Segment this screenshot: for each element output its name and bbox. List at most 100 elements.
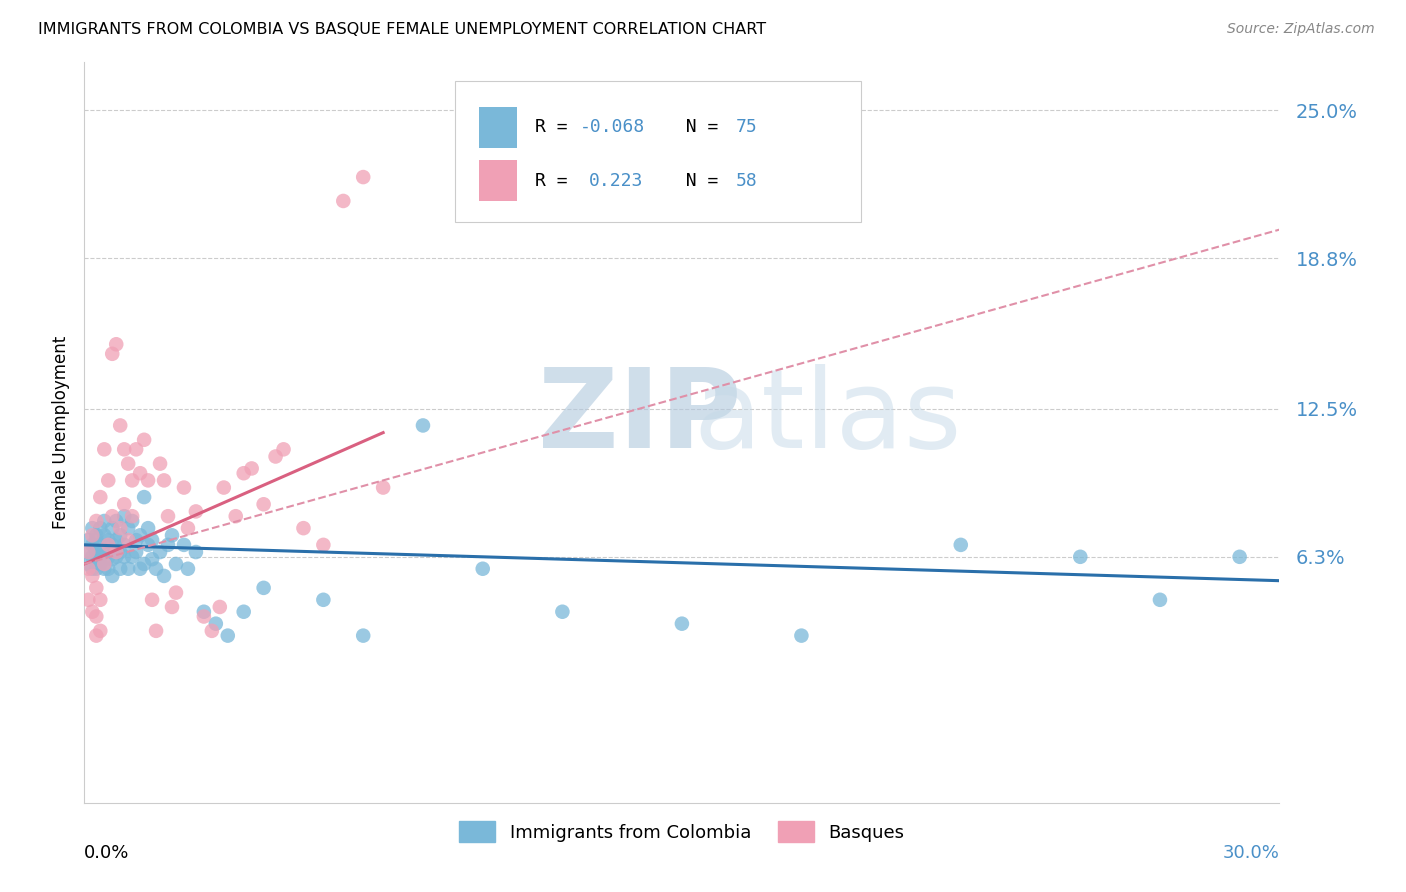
Point (412, 418, 434, 433)
Point (129, 467, 152, 481)
Point (212, 481, 235, 495)
Point (101, 509, 124, 524)
Point (264, 450, 287, 464)
Point (136, 474, 159, 488)
Point (105, 545, 128, 559)
Text: N =: N = (664, 171, 730, 190)
Point (136, 538, 159, 552)
Point (232, 605, 254, 619)
Point (117, 562, 139, 576)
Point (173, 481, 195, 495)
Point (86, 581, 108, 595)
Point (89, 592, 111, 607)
Point (149, 457, 172, 471)
Point (89, 521, 111, 535)
Text: R =: R = (534, 171, 589, 190)
Point (112, 442, 135, 457)
Point (101, 569, 124, 583)
Point (112, 509, 135, 524)
Point (1069, 549, 1091, 564)
Point (201, 624, 224, 638)
Text: R =: R = (534, 119, 578, 136)
Point (77, 545, 100, 559)
Point (125, 545, 148, 559)
Point (125, 442, 148, 457)
Point (205, 616, 228, 631)
Point (86, 629, 108, 643)
Point (82, 521, 104, 535)
Point (110, 545, 132, 559)
Point (184, 504, 207, 518)
Point (240, 461, 263, 475)
Point (112, 538, 135, 552)
Point (177, 521, 200, 535)
Point (86, 514, 108, 528)
Point (117, 457, 139, 471)
Point (217, 629, 239, 643)
Point (82, 528, 104, 542)
Point (208, 599, 231, 614)
Point (312, 592, 335, 607)
Point (332, 194, 354, 208)
Text: N =: N = (664, 119, 730, 136)
Point (101, 521, 124, 535)
Point (149, 545, 172, 559)
Text: -0.068: -0.068 (581, 119, 645, 136)
Point (86, 609, 108, 624)
Point (273, 442, 295, 457)
Point (97, 533, 120, 547)
Text: 75: 75 (735, 119, 758, 136)
Point (373, 481, 395, 495)
Point (253, 497, 276, 511)
Point (82, 569, 104, 583)
Point (93, 545, 115, 559)
Point (471, 562, 494, 576)
Point (82, 549, 104, 564)
Point (193, 609, 215, 624)
Point (112, 549, 135, 564)
Point (253, 581, 276, 595)
Point (141, 533, 163, 547)
Text: 0.223: 0.223 (589, 171, 643, 190)
Point (117, 521, 139, 535)
Point (101, 538, 124, 552)
Text: 58: 58 (735, 171, 758, 190)
Point (110, 562, 132, 576)
Point (125, 533, 148, 547)
Point (77, 592, 100, 607)
Point (193, 605, 215, 619)
Text: ZIP: ZIP (538, 364, 742, 471)
Point (129, 528, 152, 542)
Bar (479, 161, 517, 201)
Point (97, 562, 120, 576)
Point (77, 545, 100, 559)
Point (77, 533, 100, 547)
Point (157, 538, 180, 552)
Point (153, 474, 176, 488)
Point (165, 557, 187, 571)
Point (165, 585, 187, 599)
Point (177, 562, 200, 576)
Point (121, 549, 143, 564)
Point (110, 521, 132, 535)
Point (949, 538, 972, 552)
Point (77, 562, 100, 576)
Point (145, 562, 167, 576)
Point (89, 557, 111, 571)
Point (97, 549, 120, 564)
Point (121, 474, 143, 488)
Point (105, 337, 128, 351)
Point (97, 474, 120, 488)
Point (184, 545, 207, 559)
Text: 0.0%: 0.0% (84, 844, 129, 862)
Point (105, 533, 128, 547)
Point (352, 170, 374, 185)
Point (153, 569, 176, 583)
Point (82, 605, 104, 619)
Point (89, 490, 111, 504)
Point (89, 549, 111, 564)
Point (86, 533, 108, 547)
Text: Source: ZipAtlas.com: Source: ZipAtlas.com (1227, 22, 1375, 37)
Point (225, 509, 247, 524)
Point (93, 557, 115, 571)
